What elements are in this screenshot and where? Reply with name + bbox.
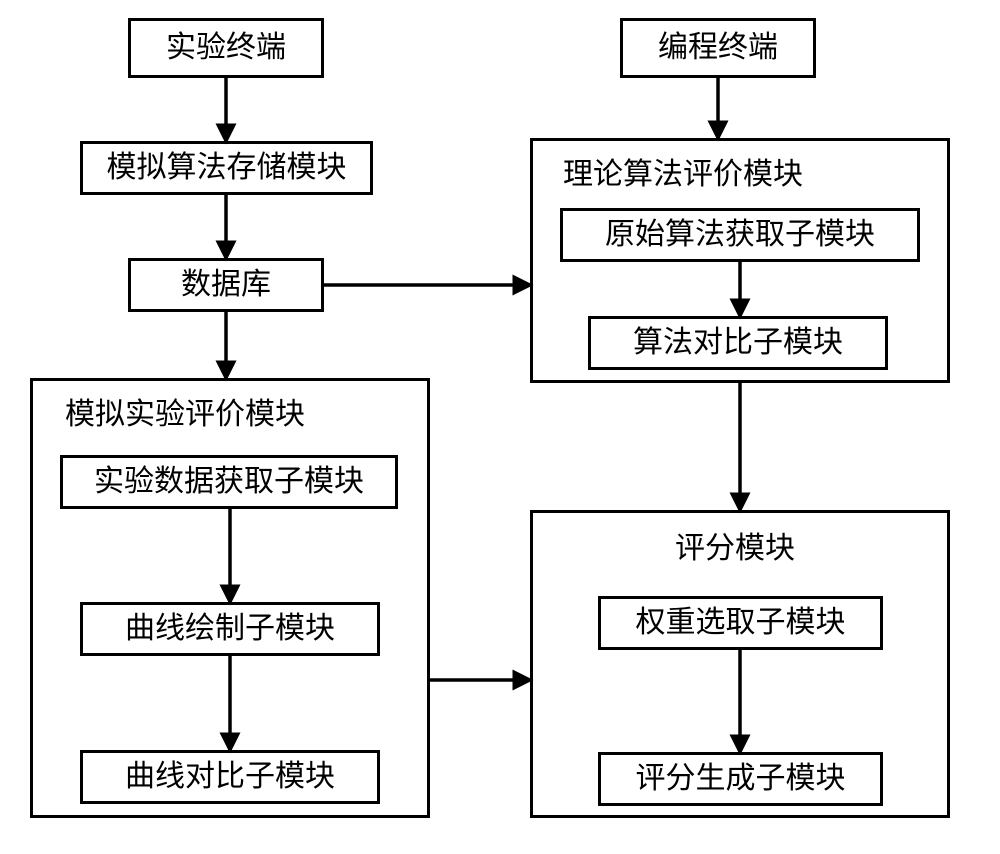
node-label: 模拟算法存储模块: [107, 150, 347, 186]
node-algorithm-compare: 算法对比子模块: [588, 316, 888, 370]
node-curve-draw: 曲线绘制子模块: [80, 602, 380, 656]
node-label: 原始算法获取子模块: [605, 217, 875, 253]
flowchart-canvas: 实验终端 编程终端 模拟算法存储模块 数据库 理论算法评价模块 原始算法获取子模…: [0, 0, 1000, 854]
node-label: 数据库: [181, 267, 271, 303]
node-label: 曲线绘制子模块: [125, 611, 335, 647]
node-sim-algorithm-storage: 模拟算法存储模块: [80, 141, 373, 195]
container-title-label: 模拟实验评价模块: [65, 398, 305, 431]
node-label: 实验终端: [166, 30, 286, 66]
node-weight-select: 权重选取子模块: [598, 596, 883, 650]
node-label: 权重选取子模块: [636, 605, 846, 641]
container-title-sim-experiment: 模拟实验评价模块: [65, 397, 305, 433]
node-label: 曲线对比子模块: [125, 759, 335, 795]
node-label: 算法对比子模块: [633, 325, 843, 361]
node-label: 编程终端: [658, 30, 778, 66]
container-title-label: 理论算法评价模块: [563, 158, 803, 191]
node-label: 实验数据获取子模块: [94, 464, 364, 500]
container-title-label: 评分模块: [675, 532, 795, 565]
container-title-scoring: 评分模块: [675, 531, 795, 567]
container-title-theoretical: 理论算法评价模块: [563, 157, 803, 193]
node-curve-compare: 曲线对比子模块: [80, 750, 380, 804]
node-programming-terminal: 编程终端: [620, 18, 816, 78]
node-experimental-terminal: 实验终端: [128, 18, 324, 78]
node-score-generate: 评分生成子模块: [598, 752, 883, 806]
node-original-algorithm-get: 原始算法获取子模块: [560, 208, 920, 262]
node-label: 评分生成子模块: [636, 761, 846, 797]
node-database: 数据库: [128, 258, 324, 312]
node-experiment-data-get: 实验数据获取子模块: [60, 455, 398, 509]
